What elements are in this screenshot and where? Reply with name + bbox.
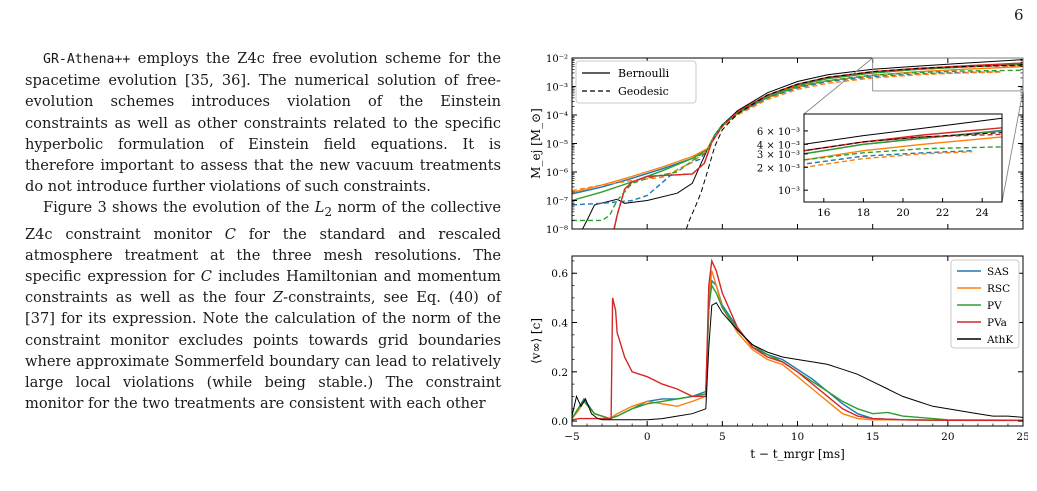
inset-y-tick-label: 4 × 10⁻³ (757, 140, 800, 151)
bottom-y-tick-label: 0.0 (551, 416, 568, 428)
bottom-panel-velocity: −5 0 5 10 15 20 25 0.0 0.2 0.4 0.6 ⟨v∞⟩ [c] t − t_mr… (529, 255, 1028, 461)
bottom-x-tick-label: 10 (791, 431, 804, 443)
bottom-legend-label-rsc: RSC (987, 283, 1010, 295)
paragraph-2-text-f: includes Hamiltonian and momentum constr… (25, 267, 501, 307)
bottom-legend-label-sas: SAS (987, 266, 1009, 278)
top-y-axis-label: M_ej [M_⊙] (529, 108, 543, 179)
inset-line-rsc-solid (804, 136, 1002, 161)
c-symbol: C (224, 225, 236, 243)
bottom-x-tick-label: 0 (644, 431, 651, 443)
bottom-x-axis-label: t − t_mrgr [ms] (750, 447, 845, 461)
inset-y-tick-label: 2 × 10⁻³ (757, 163, 800, 174)
top-line-sas-dashed (572, 71, 1001, 206)
bottom-legend-box (950, 259, 1020, 349)
bottom-line-pv (572, 283, 1023, 421)
inset-connector-right (1001, 90, 1024, 203)
page-number: 6 (1014, 6, 1024, 24)
bottom-series-group (572, 258, 1023, 422)
figure-ejecta: 10⁻² 10⁻³ 10⁻⁴ 10⁻⁵ 10⁻⁶ 10⁻⁷ 10⁻⁸ M_ej [M_⊙] Be… (529, 54, 1028, 461)
inset-background (804, 114, 1002, 202)
paragraph-2: Figure 3 shows the evolution of the L2 n… (25, 197, 501, 414)
bottom-x-tick-label: 15 (866, 431, 879, 443)
bottom-x-tick-label: −5 (564, 431, 579, 443)
inset-x-tick-label: 18 (857, 207, 870, 219)
top-series-group (572, 59, 1023, 229)
inset-line-pv-solid (804, 130, 1002, 155)
bottom-y-tick-label: 0.6 (551, 268, 568, 280)
bottom-y-tick-label: 0.2 (551, 367, 568, 379)
bottom-line-rsc (572, 270, 1023, 422)
inset-y-tick-label: 10⁻³ (778, 186, 800, 197)
inset-x-tick-label: 16 (817, 207, 831, 219)
bottom-y-tick-label: 0.4 (551, 318, 568, 330)
inset-x-tick-label: 22 (936, 207, 949, 219)
z-symbol: Z (273, 289, 284, 307)
bottom-x-tick-label: 20 (941, 431, 954, 443)
bottom-line-athk (572, 302, 1023, 421)
bottom-legend-label-pva: PVa (987, 317, 1007, 329)
top-y-tick-label: 10⁻³ (546, 83, 568, 94)
inset-series-group (804, 117, 1002, 169)
bottom-legend-label-athk: AthK (986, 334, 1013, 346)
bottom-legend-label-pv: PV (987, 300, 1002, 312)
top-legend-label-geodesic: Geodesic (618, 85, 669, 98)
paragraph-1-text: employs the Z4c free evolution scheme fo… (25, 50, 501, 196)
software-name: GR-Athena++ (43, 52, 131, 67)
top-y-tick-label: 10⁻⁷ (546, 197, 568, 208)
top-y-tick-label: 10⁻⁴ (546, 111, 568, 122)
l2-symbol: L (314, 199, 325, 217)
top-line-pva-dashed (613, 64, 1023, 229)
top-legend-box (575, 60, 697, 104)
top-legend: Bernoulli Geodesic (575, 60, 697, 104)
paragraph-1: GR-Athena++ employs the Z4c free evoluti… (25, 48, 501, 197)
top-y-tick-label: 10⁻² (546, 54, 568, 65)
bottom-y-axis-label: ⟨v∞⟩ [c] (529, 318, 543, 364)
bottom-legend: SAS RSC PV PVa AthK (950, 259, 1020, 349)
bottom-line-pva (572, 258, 1023, 421)
top-y-tick-label: 10⁻⁸ (546, 225, 568, 236)
inset-zoom-rect (872, 57, 1024, 92)
top-legend-label-bernoulli: Bernoulli (618, 67, 670, 80)
l2-subscript: 2 (324, 205, 333, 220)
top-y-tick-label: 10⁻⁵ (546, 140, 568, 151)
paragraph-2-text-b: norm of the collective Z4c constraint mo… (25, 199, 501, 243)
inset-x-tick-label: 20 (896, 207, 909, 219)
inset-line-athk-dashed (804, 132, 1002, 152)
inset-x-tick-label: 24 (976, 207, 990, 219)
top-line-pv-dashed (572, 69, 1023, 222)
top-y-tick-label: 10⁻⁶ (546, 168, 568, 179)
body-text-column: GR-Athena++ employs the Z4c free evoluti… (25, 48, 501, 414)
inset-y-tick-label: 6 × 10⁻³ (757, 127, 800, 138)
paragraph-2-text-a: Figure 3 shows the evolution of the (43, 199, 315, 217)
c-symbol-2: C (200, 267, 212, 285)
inset-y-tick-label: 3 × 10⁻³ (757, 150, 800, 161)
paragraph-2-text-h: -constraints, see Eq. (40) of [37] for i… (25, 289, 502, 413)
paragraph-2-text-d: for the standard and rescaled atmosphere… (25, 225, 501, 285)
top-panel-ejecta-mass: 10⁻² 10⁻³ 10⁻⁴ 10⁻⁵ 10⁻⁶ 10⁻⁷ 10⁻⁸ M_ej [M_⊙] Be… (529, 54, 1024, 236)
inset-connector-left (803, 57, 873, 115)
top-line-rsc-dashed (572, 71, 1001, 192)
bottom-x-tick-label: 5 (719, 431, 726, 443)
bottom-x-tick-label: 25 (1016, 431, 1028, 443)
